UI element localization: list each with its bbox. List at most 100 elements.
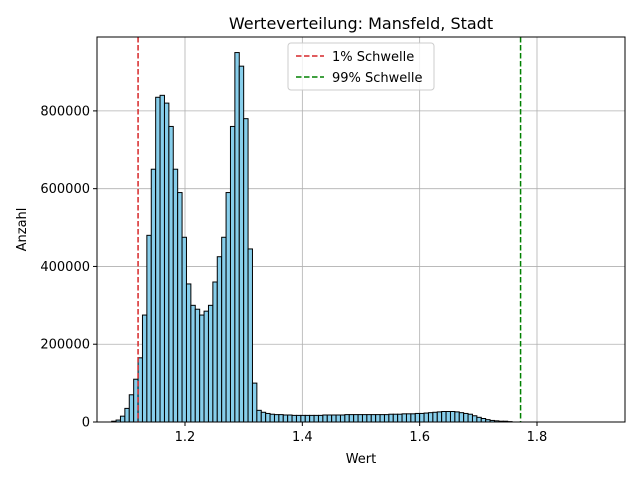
y-axis-title: Anzahl [15, 208, 30, 252]
histogram-bar [225, 192, 231, 423]
histogram-bar [361, 414, 368, 423]
plot-frame [96, 36, 626, 423]
histogram-bar [300, 414, 306, 423]
histogram-bar [304, 414, 311, 423]
histogram-bar [463, 412, 469, 423]
histogram-bar [317, 414, 324, 423]
histogram-bar [471, 415, 478, 423]
histogram-bar [449, 411, 456, 423]
histogram-bar [383, 414, 390, 423]
histogram-bar [379, 414, 385, 423]
histogram-bar [348, 414, 355, 423]
histogram-bar [247, 248, 253, 423]
histogram-bar [344, 414, 350, 423]
histogram-bar [405, 413, 412, 423]
histogram-bar [159, 94, 165, 423]
grid [97, 37, 625, 423]
y-tick-label: 400000 [40, 260, 90, 275]
histogram-bar [229, 125, 236, 423]
histogram-bar [146, 234, 152, 423]
histogram-bar [436, 411, 443, 423]
legend: 1% Schwelle 99% Schwelle [287, 42, 435, 91]
histogram-bar [260, 411, 267, 423]
histogram-bar [370, 414, 377, 423]
legend-box [287, 42, 435, 91]
histogram-bar [199, 314, 205, 423]
x-tick-label: 1.2 [175, 430, 196, 445]
histogram-bar [216, 256, 223, 423]
histogram-bar [331, 414, 337, 423]
histogram-bar [454, 411, 460, 423]
histogram-bar [269, 413, 275, 423]
histogram-bar [278, 414, 284, 423]
histogram-bar [441, 411, 447, 423]
x-tick-label: 1.8 [527, 430, 548, 445]
legend-label-99pct: 99% Schwelle [332, 71, 423, 86]
histogram-bar [392, 413, 399, 423]
histogram-bar [234, 52, 240, 423]
histogram-bar [128, 394, 135, 423]
histogram-bar [445, 411, 451, 423]
histogram-bar [287, 414, 293, 423]
histogram-bar [251, 382, 258, 423]
histogram-bar [326, 414, 333, 423]
histogram-bar [388, 413, 394, 423]
histogram-bar [168, 125, 174, 423]
histogram-bar [265, 412, 271, 423]
histogram-bar [414, 412, 421, 423]
y-tick-label: 600000 [40, 182, 90, 197]
histogram-bar [313, 414, 319, 423]
axis-ticks: 1.2 1.4 1.6 1.8 0 200000 400000 600000 800000 [40, 104, 547, 445]
histogram-bar [141, 314, 148, 423]
histogram-bar [185, 283, 192, 423]
histogram-bar [335, 414, 341, 423]
histogram-bar [476, 416, 482, 423]
histogram-bar [427, 412, 434, 423]
histogram-bar [207, 304, 214, 423]
histogram-bar [155, 96, 161, 423]
histogram-bar [401, 413, 407, 423]
histogram-bar [282, 414, 289, 423]
histogram-bar [295, 414, 302, 423]
histogram-bar [309, 414, 315, 423]
y-tick-label: 200000 [40, 338, 90, 353]
histogram-bar [357, 414, 363, 423]
histogram-bar [177, 192, 183, 423]
histogram-bar [194, 308, 201, 423]
histogram-bar [339, 414, 346, 423]
histogram-bar [291, 414, 297, 423]
histogram-bar [238, 65, 245, 423]
histogram-bar [375, 414, 381, 423]
histogram-bar [467, 413, 473, 423]
x-tick-label: 1.4 [292, 430, 313, 445]
histogram-bar [163, 102, 170, 423]
histogram-bar [190, 304, 196, 423]
x-axis-title: Wert [346, 452, 377, 467]
histogram-bar [203, 310, 209, 423]
histogram-bar [181, 236, 187, 423]
histogram-bar [432, 411, 438, 423]
histogram-bar [397, 413, 403, 423]
histogram-bar [243, 118, 249, 423]
y-tick-label: 800000 [40, 104, 90, 119]
histogram-bar [256, 409, 262, 423]
histogram-bar [212, 281, 218, 423]
threshold-lines [137, 37, 522, 422]
histogram-bar [172, 168, 179, 423]
histogram-bar [273, 414, 280, 423]
histogram-bar [423, 412, 429, 423]
histogram-bar [221, 236, 227, 423]
chart-title: Werteverteilung: Mansfeld, Stadt [229, 14, 493, 33]
histogram-bar [124, 407, 130, 423]
histogram-bar [419, 412, 425, 423]
histogram-bar [366, 414, 372, 423]
histogram-bar [480, 418, 487, 423]
histogram-bar [353, 414, 359, 423]
x-tick-label: 1.6 [409, 430, 430, 445]
histogram-bar [150, 168, 157, 423]
legend-label-1pct: 1% Schwelle [332, 50, 414, 65]
histogram-bar [322, 414, 328, 423]
y-tick-label: 0 [82, 416, 90, 431]
histogram-bar [119, 415, 126, 423]
